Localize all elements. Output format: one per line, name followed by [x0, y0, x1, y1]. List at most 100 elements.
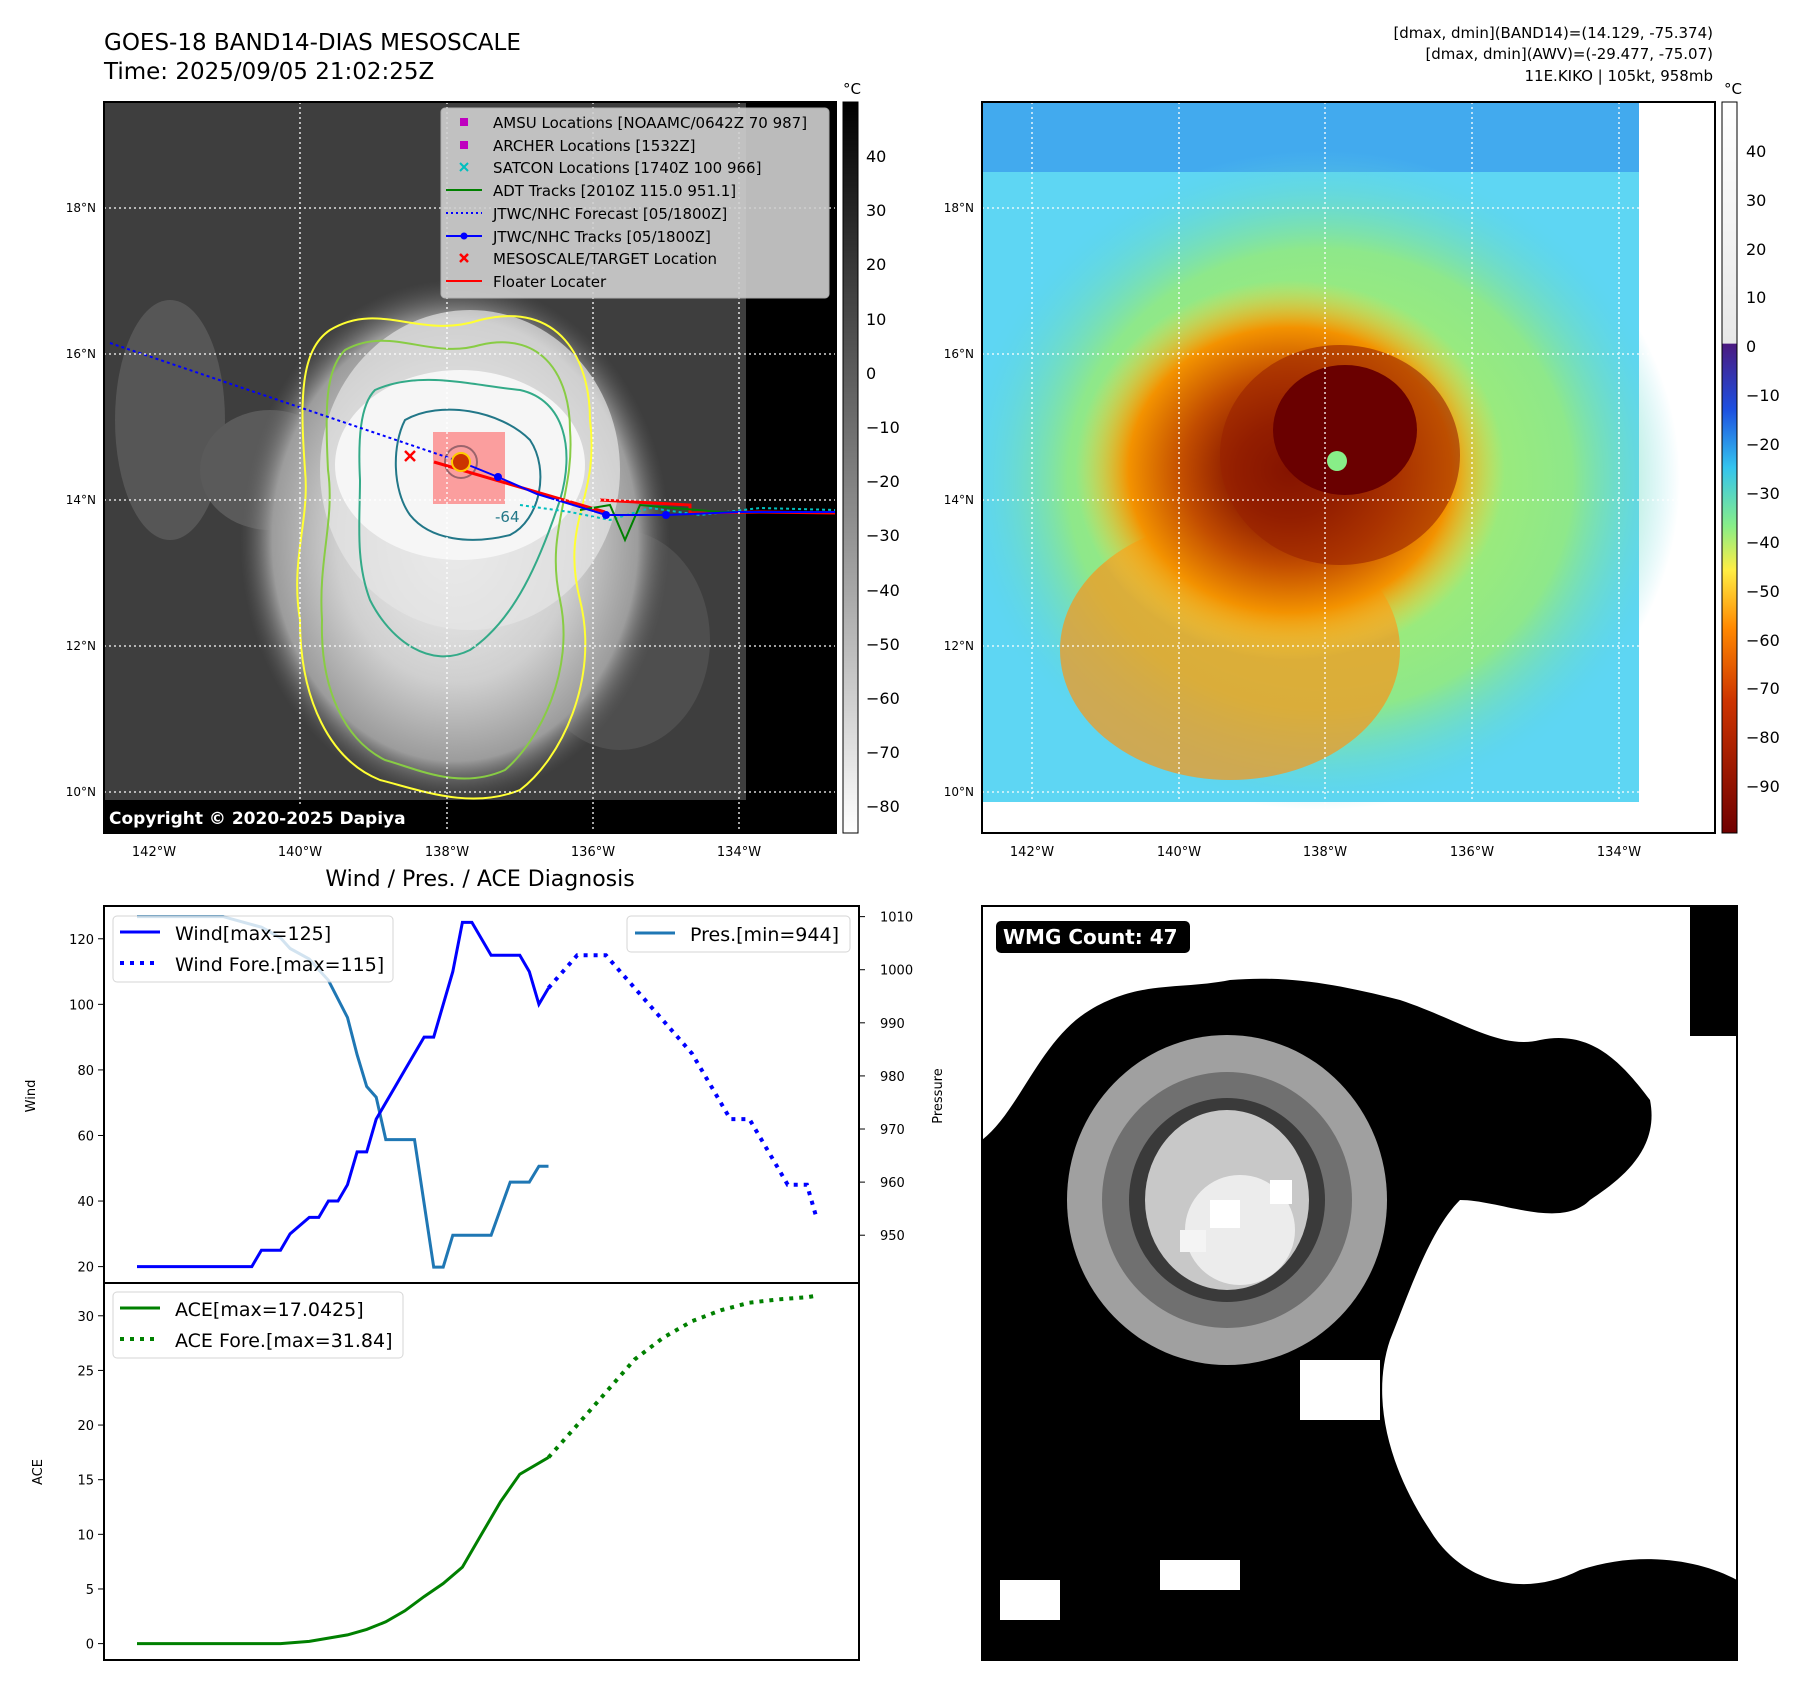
legend-jtwc-tracks: JTWC/NHC Tracks [05/1800Z] [492, 228, 711, 246]
ace-ylabel: ACE [31, 1459, 46, 1485]
info-awv-range: [dmax, dmin](AWV)=(-29.477, -75.07) [1425, 45, 1713, 63]
color-map-lon-ticks: 142°W 140°W 138°W 136°W 134°W [1010, 845, 1641, 860]
colorbar-gray: °C 40 30 20 10 0 −10 −20 −30 −40 −50 −60… [842, 80, 900, 834]
cb-color-tick: 0 [1746, 337, 1756, 356]
cb-gray-tick: −70 [866, 743, 900, 762]
wind-pressure-axes: 20 40 60 80 100 120 950 960 970 980 990 1000 1010 W… [24, 905, 946, 1284]
pressure-tick: 1000 [880, 964, 913, 979]
cb-color-tick: 10 [1746, 288, 1766, 307]
info-storm: 11E.KIKO | 105kt, 958mb [1524, 67, 1713, 85]
lat-tick: 14°N [944, 493, 974, 507]
lat-tick: 10°N [66, 785, 96, 799]
color-map-grid [982, 102, 1715, 833]
pressure-ylabel: Pressure [931, 1068, 946, 1124]
contour-label: -64 [495, 508, 520, 526]
target-marker [404, 450, 416, 462]
cb-gray-tick: −80 [866, 797, 900, 816]
colorbar-color-unit: °C [1724, 80, 1742, 98]
lat-tick: 18°N [944, 201, 974, 215]
legend-satcon: SATCON Locations [1740Z 100 966] [493, 159, 761, 177]
ace-tick: 5 [86, 1583, 94, 1598]
cb-color-tick: 20 [1746, 240, 1766, 259]
cb-gray-tick: 40 [866, 147, 886, 166]
cb-gray-tick: 20 [866, 255, 886, 274]
legend-archer: ARCHER Locations [1532Z] [493, 137, 696, 155]
pressure-tick: 1010 [880, 911, 913, 926]
lat-tick: 16°N [944, 347, 974, 361]
legend-wind-fore: Wind Fore.[max=115] [175, 954, 384, 976]
cb-gray-tick: −30 [866, 526, 900, 545]
cb-gray-tick: −50 [866, 635, 900, 654]
cb-color-tick: −10 [1746, 386, 1780, 405]
lon-tick: 140°W [1157, 845, 1201, 860]
legend-pres: Pres.[min=944] [690, 924, 839, 946]
lon-tick: 138°W [1303, 845, 1347, 860]
ace-tick: 30 [77, 1310, 94, 1325]
lat-tick: 10°N [944, 785, 974, 799]
cb-color-tick: −80 [1746, 728, 1780, 747]
cb-color-tick: −50 [1746, 582, 1780, 601]
wind-ylabel: Wind [24, 1080, 39, 1113]
diagnosis-title: Wind / Pres. / ACE Diagnosis [325, 867, 634, 892]
ace-tick: 20 [77, 1419, 94, 1434]
lat-tick: 12°N [66, 639, 96, 653]
legend-ace: ACE[max=17.0425] [175, 1299, 364, 1321]
lon-tick: 142°W [1010, 845, 1054, 860]
ace-tick: 15 [77, 1474, 94, 1489]
colorbar-gray-unit: °C [843, 80, 861, 98]
info-band14-range: [dmax, dmin](BAND14)=(14.129, -75.374) [1393, 24, 1713, 42]
wind-y-ticks: 20 40 60 80 100 120 [69, 933, 104, 1276]
legend-wind: Wind[max=125] [175, 923, 331, 945]
cb-color-tick: −90 [1746, 777, 1780, 796]
ir-map-lat-ticks: 18°N 16°N 14°N 12°N 10°N [66, 201, 96, 799]
figure-time: Time: 2025/09/05 21:02:25Z [103, 59, 434, 85]
cb-gray-tick: 0 [866, 364, 876, 383]
color-map-lat-ticks: 18°N 16°N 14°N 12°N 10°N [944, 201, 974, 799]
pressure-tick: 970 [880, 1123, 905, 1138]
ace-tick: 0 [86, 1638, 94, 1653]
lon-tick: 140°W [278, 845, 322, 860]
cb-gray-tick: 30 [866, 201, 886, 220]
lon-tick: 138°W [425, 845, 469, 860]
wmg-panel [982, 906, 1737, 1660]
lat-tick: 14°N [66, 493, 96, 507]
legend-ace-fore: ACE Fore.[max=31.84] [175, 1330, 393, 1352]
ace-y-ticks: 0 5 10 15 20 25 30 [77, 1310, 104, 1653]
legend-target: MESOSCALE/TARGET Location [493, 250, 717, 268]
cb-color-tick: −60 [1746, 631, 1780, 650]
pressure-legend: Pres.[min=944] [626, 915, 851, 953]
colorbar-color: °C 40 30 20 10 0 −10 −20 −30 −40 −50 −60… [1721, 80, 1780, 834]
cb-gray-tick: 10 [866, 310, 886, 329]
ace-line [137, 1456, 550, 1646]
wind-tick: 40 [77, 1195, 94, 1210]
legend-jtwc-forecast: JTWC/NHC Forecast [05/1800Z] [492, 205, 727, 223]
cb-gray-tick: −20 [866, 472, 900, 491]
ace-tick: 25 [77, 1364, 94, 1379]
lat-tick: 18°N [66, 201, 96, 215]
lon-tick: 134°W [717, 845, 761, 860]
ace-series [137, 1293, 817, 1646]
ir-map-lon-ticks: 142°W 140°W 138°W 136°W 134°W [132, 845, 761, 860]
legend-floater: Floater Locater [493, 273, 607, 291]
pressure-tick: 990 [880, 1017, 905, 1032]
wind-legend: Wind[max=125] Wind Fore.[max=115] [112, 915, 394, 983]
wind-tick: 100 [69, 998, 94, 1013]
cb-color-tick: −70 [1746, 679, 1780, 698]
wind-line [137, 920, 550, 1269]
lat-tick: 16°N [66, 347, 96, 361]
wmg-count-label: WMG Count: 47 [1003, 925, 1178, 949]
ace-legend: ACE[max=17.0425] ACE Fore.[max=31.84] [112, 1291, 404, 1359]
cb-color-tick: −30 [1746, 484, 1780, 503]
pressure-tick: 980 [880, 1070, 905, 1085]
cb-gray-tick: −40 [866, 581, 900, 600]
lon-tick: 134°W [1597, 845, 1641, 860]
lat-tick: 12°N [944, 639, 974, 653]
ace-forecast-line [547, 1293, 817, 1459]
wind-tick: 80 [77, 1064, 94, 1079]
pressure-tick: 950 [880, 1229, 905, 1244]
legend-adt: ADT Tracks [2010Z 115.0 951.1] [493, 182, 736, 200]
wind-tick: 20 [77, 1261, 94, 1276]
cb-color-tick: −20 [1746, 435, 1780, 454]
ace-tick: 10 [77, 1528, 94, 1543]
